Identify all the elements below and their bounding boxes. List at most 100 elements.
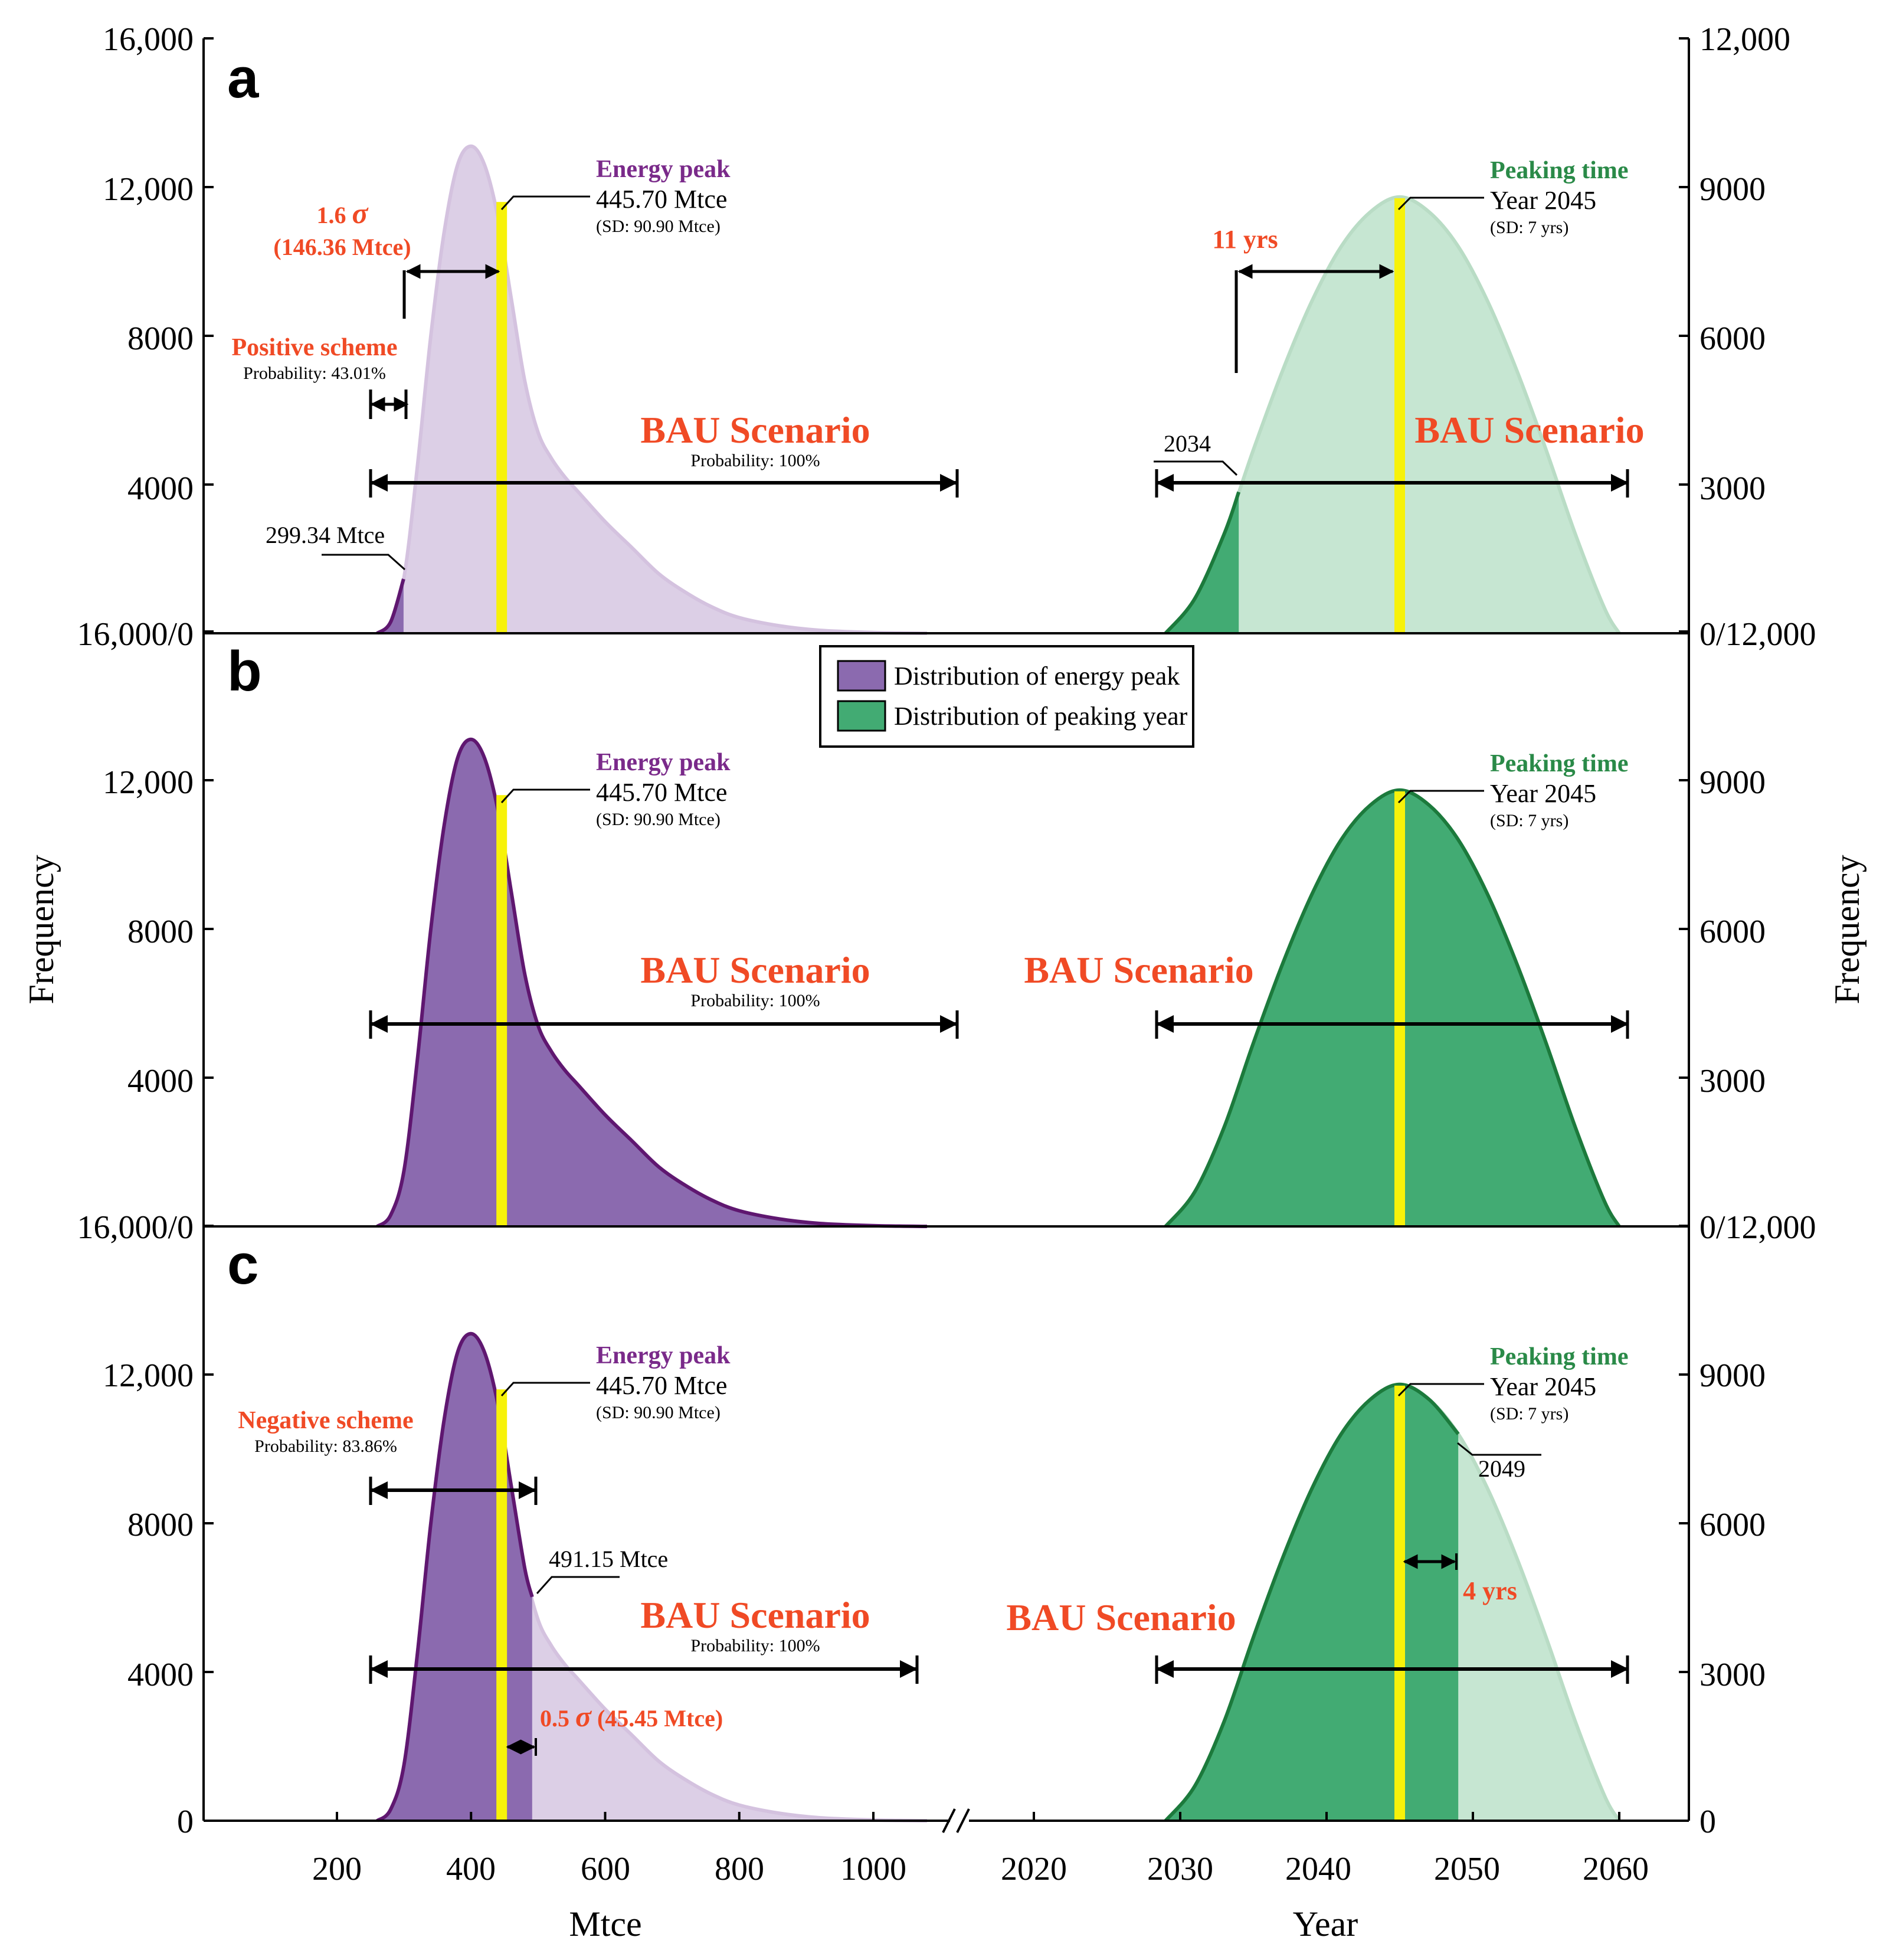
energy-curve-b <box>376 737 927 1228</box>
energy-peak-marker-c <box>496 1389 507 1821</box>
left-tick-a-4000: 4000 <box>127 470 194 507</box>
right-tick-a-9000: 9000 <box>1699 171 1766 208</box>
c-year-gap-label: 4 yrs <box>1463 1576 1517 1605</box>
x-tick-2060: 2060 <box>1583 1851 1649 1887</box>
legend-swatch-energy <box>837 660 886 692</box>
a-threshold-year-leader <box>1154 460 1238 476</box>
c-bau-right-title: BAU Scenario <box>1006 1596 1236 1638</box>
right-tick-a-3000: 3000 <box>1699 470 1766 507</box>
panel-a-annotations: Energy peak 445.70 Mtce (SD: 90.90 Mtce)… <box>231 156 1645 571</box>
energy-area-light-a <box>377 146 927 633</box>
right-tick-a-6000: 6000 <box>1699 320 1766 357</box>
b-peaking-leader <box>1397 790 1484 804</box>
panel-letters: a b c <box>227 47 262 1296</box>
x-tick-2040: 2040 <box>1285 1851 1351 1887</box>
a-peaking-leader <box>1397 197 1484 211</box>
b-peaking-sd: (SD: 7 yrs) <box>1490 811 1568 830</box>
year-peak-marker-a <box>1394 198 1405 633</box>
year-area-dark-a <box>1165 492 1239 633</box>
year-curve-dark-c <box>1164 1382 1460 1822</box>
x-tick-200: 200 <box>312 1851 362 1887</box>
right-tick-b-3000: 3000 <box>1699 1063 1766 1100</box>
left-tick-bc-joint: 16,000/0 <box>77 1209 194 1246</box>
c-threshold-year-label: 2049 <box>1478 1455 1525 1482</box>
a-energy-peak-title: Energy peak <box>596 156 731 183</box>
c-peaking-title: Peaking time <box>1490 1343 1628 1370</box>
legend: Distribution of energy peak Distribution… <box>819 645 1194 748</box>
x-axis-tick-labels: 200 400 600 800 1000 2020 2030 2040 2050… <box>312 1851 1649 1887</box>
year-area-light-a <box>1165 197 1619 633</box>
left-tick-c-0: 0 <box>177 1804 194 1840</box>
energy-area-dark-c <box>377 1333 532 1821</box>
right-tick-ab-joint: 0/12,000 <box>1699 616 1816 653</box>
c-energy-peak-sd: (SD: 90.90 Mtce) <box>596 1403 721 1422</box>
legend-swatch-year <box>837 700 886 732</box>
panel-c-annotations: Energy peak 445.70 Mtce (SD: 90.90 Mtce)… <box>238 1342 1629 1756</box>
a-threshold-year-label: 2034 <box>1164 430 1211 457</box>
b-energy-peak-value: 445.70 Mtce <box>596 778 727 807</box>
right-axis-labels: 12,000 9000 6000 3000 0/12,000 9000 6000… <box>1699 21 1816 1840</box>
x-tick-1000: 1000 <box>840 1851 906 1887</box>
year-area-b <box>1165 790 1619 1226</box>
panel-letter-a: a <box>227 47 259 110</box>
x-axis-title-left: Mtce <box>569 1905 641 1943</box>
c-scheme-prob: Probability: 83.86% <box>254 1437 397 1456</box>
left-tick-b-4000: 4000 <box>127 1063 194 1100</box>
right-tick-c-3000: 3000 <box>1699 1657 1766 1693</box>
b-peaking-title: Peaking time <box>1490 750 1628 777</box>
energy-curve-light-a <box>376 144 927 635</box>
c-bau-left-title: BAU Scenario <box>640 1594 870 1636</box>
year-curve-dark-a <box>1164 491 1241 634</box>
c-energy-peak-leader <box>500 1382 590 1397</box>
right-tick-c-6000: 6000 <box>1699 1507 1766 1543</box>
b-bau-right-title: BAU Scenario <box>1024 949 1253 991</box>
a-energy-peak-sd: (SD: 90.90 Mtce) <box>596 217 721 236</box>
x-tick-600: 600 <box>581 1851 630 1887</box>
panel-letter-b: b <box>227 640 262 703</box>
year-peak-marker-c <box>1394 1385 1405 1821</box>
energy-area-dark-a <box>377 579 404 633</box>
right-tick-c-9000: 9000 <box>1699 1357 1766 1394</box>
a-energy-peak-value: 445.70 Mtce <box>596 185 727 214</box>
left-tick-ab-joint: 16,000/0 <box>77 616 194 653</box>
a-scheme-prob: Probability: 43.01% <box>243 364 386 383</box>
energy-peak-marker-b <box>496 795 507 1226</box>
x-tick-2050: 2050 <box>1434 1851 1500 1887</box>
left-tick-c-4000: 4000 <box>127 1657 194 1693</box>
year-area-dark-c <box>1165 1384 1459 1821</box>
x-tick-2020: 2020 <box>1001 1851 1067 1887</box>
c-scheme-title: Negative scheme <box>238 1407 413 1434</box>
left-tick-c-8000: 8000 <box>127 1507 194 1543</box>
right-tick-b-6000: 6000 <box>1699 914 1766 950</box>
c-sigma-label: 0.5 σ (45.45 Mtce) <box>540 1700 723 1733</box>
b-energy-peak-title: Energy peak <box>596 749 731 776</box>
c-energy-peak-title: Energy peak <box>596 1342 731 1369</box>
a-bau-right-title: BAU Scenario <box>1414 409 1644 451</box>
x-tick-2030: 2030 <box>1147 1851 1213 1887</box>
right-tick-c-0: 0 <box>1699 1804 1716 1840</box>
a-bau-left-prob: Probability: 100% <box>690 451 820 470</box>
left-tick-a-16000: 16,000 <box>103 21 194 58</box>
right-tick-a-12000: 12,000 <box>1699 21 1790 58</box>
energy-peak-marker-a <box>496 202 507 633</box>
b-energy-peak-leader <box>500 788 590 804</box>
b-peaking-value: Year 2045 <box>1490 779 1596 808</box>
a-threshold-energy-leader <box>322 554 405 571</box>
b-bau-left-title: BAU Scenario <box>640 949 870 991</box>
energy-area-b <box>377 739 927 1226</box>
legend-label-energy: Distribution of energy peak <box>894 662 1180 691</box>
a-sigma-value: (146.36 Mtce) <box>273 234 411 260</box>
a-bau-left-title: BAU Scenario <box>640 409 870 451</box>
c-threshold-energy-leader <box>536 1576 620 1594</box>
c-peaking-leader <box>1397 1383 1484 1397</box>
c-energy-peak-value: 445.70 Mtce <box>596 1371 727 1400</box>
left-axis-labels: 16,000 12,000 8000 4000 16,000/0 12,000 … <box>77 21 194 1840</box>
b-energy-peak-sd: (SD: 90.90 Mtce) <box>596 810 721 829</box>
x-tick-800: 800 <box>715 1851 764 1887</box>
c-threshold-energy-label: 491.15 Mtce <box>549 1546 668 1572</box>
a-peaking-value: Year 2045 <box>1490 186 1596 215</box>
a-sigma-label: 1.6 σ <box>317 197 369 230</box>
a-scheme-title: Positive scheme <box>231 334 397 361</box>
b-bau-left-prob: Probability: 100% <box>690 991 820 1010</box>
right-tick-b-9000: 9000 <box>1699 764 1766 801</box>
